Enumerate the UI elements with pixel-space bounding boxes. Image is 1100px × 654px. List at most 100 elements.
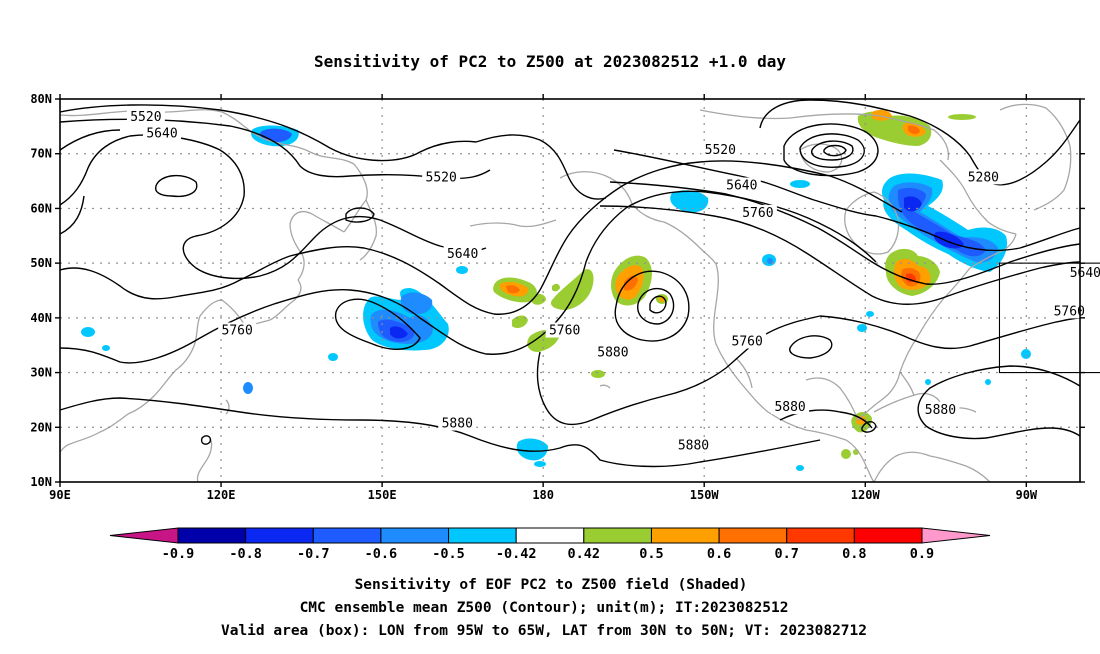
contour-label-bg-17: [1050, 303, 1089, 319]
contour-5880-atlantic: [917, 365, 1081, 440]
contour-label: 5520: [130, 110, 161, 125]
contour-label-bg-6: [593, 344, 632, 360]
map-panel: 5520 5640 5520 5640 5760 5760 5880 5760 5880 5880…: [30, 92, 1100, 502]
contour-5880-south: [59, 397, 821, 468]
coast-south-america: [873, 451, 991, 483]
contour-label-bg-5: [545, 322, 584, 338]
caption-shading: Sensitivity of EOF PC2 to Z500 field (Sh…: [355, 577, 748, 593]
colorbar-segment-1: [245, 527, 314, 544]
contour-label: 5280: [968, 170, 999, 185]
colorbar-segment-8: [718, 527, 788, 544]
contour-label-bg-13: [738, 204, 777, 220]
contour-label-bg-10: [771, 399, 810, 415]
contour-small-closed-120e: [200, 435, 212, 445]
contour-label-bg-9: [674, 437, 713, 453]
lon-tick-label: 120W: [851, 488, 881, 502]
caption-valid-area: Valid area (box): LON from 95W to 65W, L…: [221, 623, 867, 639]
contour-5760-west: [59, 129, 121, 151]
contour-label-bg-4: [218, 322, 257, 338]
contour-label: 5880: [597, 345, 628, 360]
graticule: [60, 99, 1080, 482]
contour-5640-trough: [609, 181, 1081, 285]
colorbar-low-cap: [109, 527, 179, 544]
contour-label: 5880: [442, 417, 473, 432]
contour-label: 5880: [925, 403, 956, 418]
contour-label-bg-2: [422, 169, 461, 185]
contour-5280-ring-2: [799, 133, 865, 168]
shade-negative-canada: [882, 173, 1008, 272]
contour-5400-trough: [759, 99, 1081, 186]
contour-label-bg-1: [143, 125, 181, 141]
contour-5760-main: [59, 195, 85, 235]
coast-japan: [243, 279, 302, 326]
coast-cuba: [873, 392, 941, 413]
colorbar-segment-0: [177, 527, 247, 544]
lat-tick-label: 30N: [30, 366, 52, 380]
colorbar-label: 0.6: [707, 546, 731, 562]
contour-5880-loop-gulf: [789, 335, 833, 359]
coast-alaska: [559, 171, 717, 265]
contour-small-closed-90w: [861, 421, 877, 433]
contour-label: 5520: [705, 143, 736, 158]
lat-tick-label: 20N: [30, 420, 52, 434]
contour-label-bg-3: [443, 245, 482, 261]
contour-labels: 5520 5640 5520 5640 5760 5760 5880 5760 5880 5880…: [126, 109, 1100, 453]
lat-tick-label: 40N: [30, 311, 52, 325]
contour-label: 5880: [678, 438, 709, 453]
contour-5760-pacific: [59, 160, 903, 315]
contour-label: 5760: [549, 324, 580, 339]
coast-taiwan: [225, 399, 230, 415]
contour-closed-158e: [345, 207, 375, 223]
contour-5520-west: [59, 104, 477, 162]
coast-gulf-of-mexico: [805, 371, 901, 422]
shade-negative-west-pacific: [363, 288, 449, 351]
coast-sakhalin: [297, 253, 305, 281]
coast-bc: [713, 263, 741, 383]
colorbar-segment-5: [515, 527, 585, 544]
colorbar: -0.9 -0.8 -0.7 -0.6 -0.5 -0.42 0.42 0.5 0.6 0.7 0.…: [109, 527, 991, 562]
map-frame: [59, 98, 1081, 483]
coast-us-east: [899, 267, 971, 373]
colorbar-label: -0.6: [365, 546, 398, 562]
coast-hudson-bay: [844, 191, 900, 255]
contour-label: 5760: [732, 334, 763, 349]
z500-contours: [59, 99, 1081, 468]
contour-label-bg-14: [964, 169, 1003, 185]
colorbar-label: 0.42: [568, 546, 601, 562]
lat-tick-label: 10N: [30, 475, 52, 489]
contour-5640-loop-west: [59, 134, 487, 280]
contour-label-bg-20: [1098, 437, 1100, 453]
lon-tick-label: 90W: [1015, 488, 1037, 502]
contour-5280-ring-4: [823, 144, 847, 157]
contour-label-bg-16: [1066, 265, 1100, 281]
coast-okhotsk: [289, 210, 345, 255]
contour-label-bg-8: [438, 415, 477, 431]
contour-label-bg-19: [921, 401, 960, 417]
contour-5280-ring-3: [811, 140, 854, 161]
contour-5760-trough: [599, 205, 1081, 305]
coast-arctic-canada: [699, 109, 935, 131]
contour-label-bg-12: [722, 177, 761, 193]
colorbar-segment-7: [650, 527, 720, 544]
coast-hawaii: [599, 384, 611, 389]
colorbar-segment-4: [448, 527, 517, 544]
contour-gap-north: [475, 134, 607, 200]
coast-baja: [735, 357, 753, 389]
coast-maritimes: [969, 233, 1017, 269]
contour-label: 5520: [426, 170, 457, 185]
lon-tick-label: 150E: [368, 488, 397, 502]
colorbar-segment-9: [786, 527, 855, 544]
contour-label: 5760: [222, 324, 253, 339]
lon-tick-label: 150W: [690, 488, 720, 502]
lat-tick-label: 60N: [30, 201, 52, 215]
contour-5880-east: [819, 315, 1081, 350]
contour-label: 5760: [742, 206, 773, 221]
sensitivity-shading: [81, 109, 1031, 471]
contour-closed-120e: [154, 175, 198, 198]
contour-label: 5880: [774, 400, 805, 415]
coast-florida: [899, 371, 915, 397]
contour-5640-low-core: [649, 295, 667, 314]
contour-label: 5760: [1054, 304, 1085, 319]
coast-greenland: [999, 103, 1072, 211]
